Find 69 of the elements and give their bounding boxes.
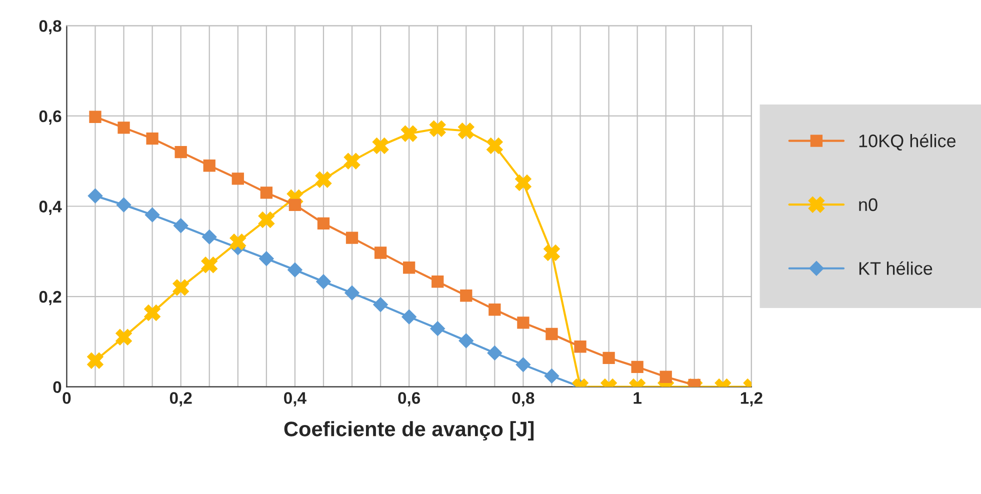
- point: [201, 256, 218, 274]
- x-tick-label: 0,4: [284, 392, 306, 406]
- point: [118, 122, 130, 134]
- point: [344, 286, 360, 300]
- point: [259, 251, 274, 266]
- point: [544, 244, 560, 261]
- point: [144, 304, 160, 321]
- legend-label: n0: [859, 198, 878, 212]
- point: [258, 212, 275, 228]
- point: [602, 352, 615, 364]
- point: [460, 290, 472, 302]
- legend-label: 10KQ hélice: [859, 134, 956, 151]
- point: [260, 186, 272, 199]
- point: [488, 304, 501, 316]
- point: [546, 328, 558, 340]
- point: [316, 274, 331, 290]
- point: [172, 279, 189, 296]
- point: [517, 316, 530, 329]
- point: [458, 122, 474, 140]
- x-tick-label: 0,2: [170, 392, 192, 406]
- y-tick-label: 0,8: [39, 20, 62, 34]
- y-tick-label: 0,2: [39, 290, 62, 306]
- point: [116, 197, 132, 212]
- x-tick-label: 0: [62, 392, 71, 404]
- point: [631, 360, 644, 374]
- y-tick-label: 0,4: [39, 200, 62, 215]
- point: [173, 218, 188, 234]
- legend-label: KT hélice: [859, 261, 932, 275]
- point: [432, 276, 444, 288]
- point: [374, 246, 387, 259]
- point: [400, 125, 418, 142]
- point: [373, 297, 388, 312]
- point: [144, 207, 160, 222]
- point: [516, 357, 531, 372]
- point: [372, 138, 389, 154]
- point: [87, 352, 104, 369]
- point: [486, 138, 503, 154]
- point: [116, 328, 132, 346]
- point: [487, 346, 502, 360]
- point: [344, 152, 360, 170]
- point: [346, 232, 358, 244]
- point: [315, 171, 332, 188]
- point: [430, 321, 446, 336]
- point: [403, 262, 416, 274]
- point: [660, 370, 672, 383]
- point: [88, 188, 103, 204]
- point: [89, 110, 102, 123]
- point: [544, 368, 560, 384]
- point: [402, 309, 416, 324]
- point: [230, 234, 246, 250]
- y-tick-label: 0,6: [39, 110, 62, 125]
- x-axis-title: Coeficiente de avanço [J]: [284, 421, 534, 441]
- point: [202, 230, 217, 244]
- x-tick-label: 1,2: [740, 392, 762, 406]
- point: [203, 160, 216, 172]
- x-tick-label: 0,8: [512, 392, 534, 406]
- point: [232, 172, 244, 185]
- x-tick-label: 0,6: [398, 392, 420, 406]
- y-tick-label: 0: [53, 381, 62, 394]
- x-tick-label: 1: [634, 392, 642, 404]
- point: [515, 174, 532, 191]
- point: [574, 340, 586, 353]
- point: [317, 217, 330, 230]
- point: [174, 146, 187, 158]
- point: [146, 132, 158, 145]
- point: [429, 120, 446, 137]
- point: [458, 333, 474, 348]
- point: [288, 262, 302, 278]
- point: [288, 198, 302, 211]
